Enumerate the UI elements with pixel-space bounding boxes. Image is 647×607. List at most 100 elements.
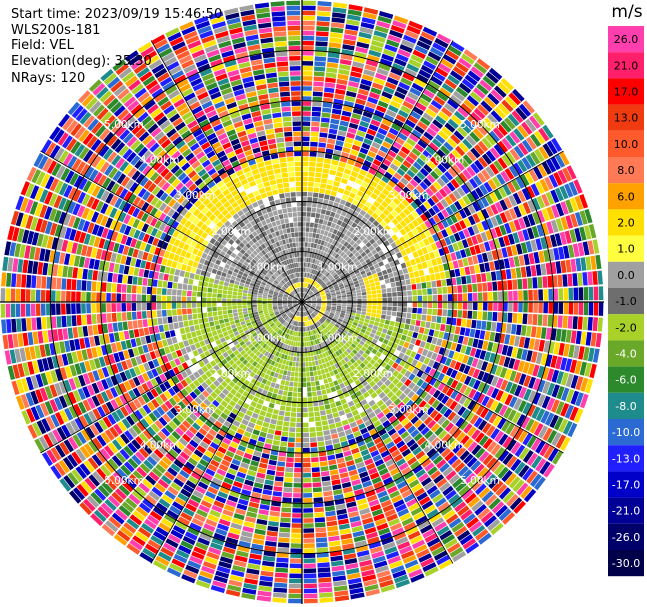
velocity-cell	[165, 452, 176, 462]
velocity-cell	[216, 565, 231, 574]
velocity-cell	[389, 201, 398, 209]
velocity-cell	[441, 433, 452, 443]
velocity-cell	[359, 362, 366, 369]
velocity-cell	[312, 280, 316, 285]
velocity-cell	[252, 361, 258, 367]
velocity-cell	[363, 69, 375, 77]
velocity-cell	[504, 222, 512, 234]
velocity-cell	[366, 531, 378, 540]
velocity-cell	[315, 271, 320, 276]
velocity-cell	[430, 322, 436, 330]
velocity-cell	[457, 335, 464, 344]
velocity-cell	[332, 358, 337, 365]
velocity-cell	[420, 276, 426, 283]
velocity-cell	[399, 274, 405, 281]
velocity-cell	[380, 383, 387, 391]
velocity-cell	[435, 115, 447, 126]
velocity-cell	[367, 208, 374, 216]
velocity-cell	[372, 325, 378, 331]
velocity-cell	[471, 444, 482, 456]
velocity-cell	[357, 323, 363, 328]
velocity-cell	[364, 419, 373, 427]
velocity-cell	[365, 588, 380, 597]
velocity-cell	[327, 525, 339, 532]
velocity-cell	[340, 324, 346, 329]
velocity-cell	[305, 295, 309, 299]
velocity-cell	[457, 106, 469, 118]
velocity-cell	[195, 418, 204, 427]
velocity-cell	[168, 420, 178, 430]
velocity-cell	[155, 463, 166, 474]
velocity-cell	[387, 292, 392, 297]
velocity-cell	[347, 577, 362, 585]
velocity-cell	[205, 407, 214, 415]
velocity-cell	[311, 296, 316, 299]
velocity-cell	[352, 355, 359, 362]
velocity-cell	[288, 324, 292, 329]
velocity-cell	[392, 306, 397, 312]
velocity-cell	[387, 555, 401, 565]
velocity-cell	[254, 528, 266, 536]
velocity-cell	[239, 423, 247, 431]
velocity-cell	[235, 366, 242, 373]
velocity-cell	[484, 262, 491, 272]
velocity-cell	[311, 306, 316, 309]
velocity-cell	[217, 491, 228, 499]
velocity-cell	[503, 302, 508, 312]
velocity-cell	[304, 311, 306, 317]
velocity-cell	[411, 284, 417, 290]
velocity-cell	[528, 338, 536, 350]
velocity-cell	[310, 217, 315, 223]
velocity-cell	[280, 441, 288, 447]
velocity-cell	[356, 263, 363, 269]
velocity-cell	[245, 448, 254, 455]
velocity-cell	[318, 261, 322, 266]
velocity-cell	[223, 420, 232, 428]
velocity-cell	[527, 213, 536, 226]
velocity-cell	[383, 387, 391, 395]
velocity-cell	[427, 236, 435, 244]
velocity-cell	[217, 404, 226, 412]
velocity-cell	[505, 422, 516, 435]
velocity-cell	[166, 509, 179, 520]
velocity-cell	[399, 164, 409, 173]
velocity-cell	[349, 239, 356, 246]
velocity-cell	[428, 387, 437, 396]
velocity-cell	[343, 350, 349, 356]
velocity-cell	[409, 179, 419, 188]
velocity-cell	[359, 282, 365, 286]
velocity-cell	[329, 250, 335, 256]
velocity-cell	[414, 143, 425, 153]
velocity-cell	[282, 332, 286, 338]
velocity-cell	[322, 485, 332, 492]
velocity-cell	[320, 308, 326, 311]
velocity-cell	[287, 442, 295, 448]
velocity-cell	[104, 499, 117, 511]
velocity-cell	[395, 389, 403, 398]
velocity-cell	[431, 194, 440, 204]
velocity-cell	[246, 375, 253, 382]
velocity-cell	[455, 86, 469, 98]
velocity-cell	[385, 81, 397, 90]
velocity-cell	[255, 523, 267, 531]
velocity-cell	[540, 353, 548, 366]
velocity-cell	[482, 340, 489, 351]
velocity-cell	[534, 130, 546, 145]
velocity-cell	[307, 336, 311, 342]
velocity-cell	[334, 363, 340, 369]
velocity-cell	[290, 371, 295, 377]
velocity-cell	[531, 455, 543, 469]
velocity-cell	[372, 384, 380, 391]
velocity-cell	[555, 261, 562, 274]
velocity-cell	[397, 427, 407, 436]
velocity-cell	[437, 287, 443, 294]
velocity-cell	[584, 208, 593, 224]
velocity-cell	[358, 554, 371, 562]
velocity-cell	[213, 575, 228, 584]
velocity-cell	[375, 330, 382, 337]
velocity-cell	[327, 349, 332, 356]
velocity-cell	[440, 356, 448, 365]
velocity-cell	[494, 85, 507, 98]
velocity-cell	[116, 468, 128, 480]
velocity-cell	[297, 321, 299, 327]
